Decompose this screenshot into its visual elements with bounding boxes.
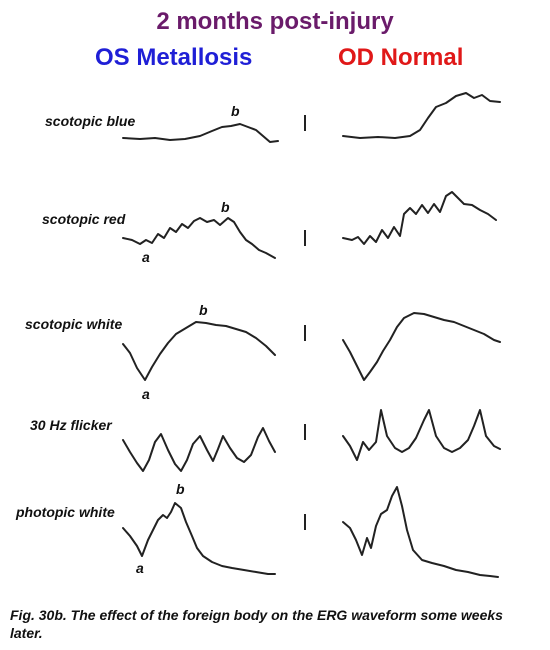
divider-tick-30hz-flicker xyxy=(304,424,306,440)
row-label-scotopic-white: scotopic white xyxy=(25,316,123,332)
figure-title: 2 months post-injury xyxy=(156,8,394,35)
os-metallosis-heading: OS Metallosis xyxy=(95,44,253,71)
od-photopic-white-trace xyxy=(342,486,499,578)
divider-tick-scotopic-blue xyxy=(304,115,306,131)
divider-tick-scotopic-white xyxy=(304,325,306,341)
os-scotopic-red-trace xyxy=(122,217,276,259)
od-scotopic-blue-trace xyxy=(342,92,501,139)
row-label-photopic-white: photopic white xyxy=(16,504,115,520)
od-scotopic-red-trace xyxy=(342,191,497,245)
od-normal-heading: OD Normal xyxy=(338,44,464,71)
marker-b-scotopic-blue: b xyxy=(231,103,240,119)
os-30hz-flicker-trace xyxy=(122,427,276,472)
row-label-30hz-flicker: 30 Hz flicker xyxy=(30,417,112,433)
od-scotopic-white-trace xyxy=(342,312,501,381)
divider-tick-photopic-white xyxy=(304,514,306,530)
od-30hz-flicker-trace xyxy=(342,409,501,461)
marker-a-photopic-white: a xyxy=(136,560,144,576)
marker-b-scotopic-white: b xyxy=(199,302,208,318)
figure-caption: Fig. 30b. The effect of the foreign body… xyxy=(10,607,503,641)
os-scotopic-white-trace xyxy=(122,321,276,381)
marker-b-photopic-white: b xyxy=(176,481,185,497)
divider-tick-scotopic-red xyxy=(304,230,306,246)
row-label-scotopic-blue: scotopic blue xyxy=(45,113,136,129)
marker-a-scotopic-red: a xyxy=(142,249,150,265)
marker-a-scotopic-white: a xyxy=(142,386,150,402)
os-scotopic-blue-trace xyxy=(122,123,279,143)
marker-b-scotopic-red: b xyxy=(221,199,230,215)
row-label-scotopic-red: scotopic red xyxy=(42,211,126,227)
os-photopic-white-trace xyxy=(122,502,276,575)
